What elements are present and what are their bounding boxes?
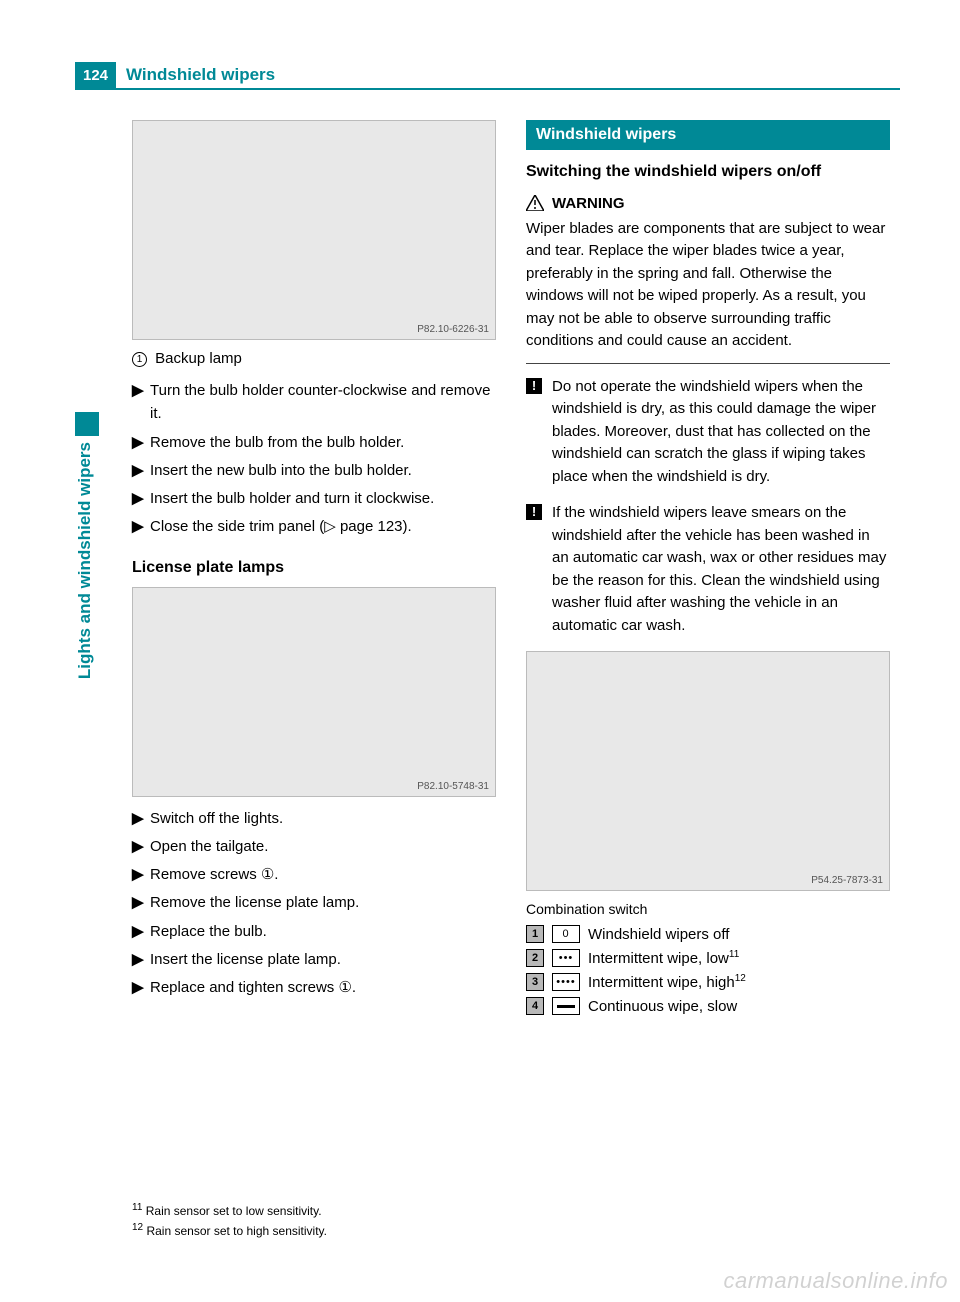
legend-position-box: 1 — [526, 925, 544, 943]
step-marker: ▶ — [132, 487, 150, 510]
warning-block: WARNING Wiper blades are components that… — [526, 195, 890, 364]
procedure-step: ▶Insert the license plate lamp. — [132, 948, 496, 971]
figure-code: P82.10-5748-31 — [417, 781, 489, 792]
step-marker: ▶ — [132, 920, 150, 943]
legend-row: 3 •••• Intermittent wipe, high12 — [526, 973, 890, 991]
procedure-step: ▶Remove the license plate lamp. — [132, 891, 496, 914]
footnotes: 11 Rain sensor set to low sensitivity.12… — [132, 1200, 327, 1240]
procedure-step: ▶Replace the bulb. — [132, 920, 496, 943]
step-text: Insert the new bulb into the bulb holder… — [150, 459, 496, 482]
legend-text: Intermittent wipe, low11 — [588, 949, 739, 967]
legend-symbol-box: ••• — [552, 949, 580, 967]
procedure-step: ▶Remove screws ①. — [132, 863, 496, 886]
procedure-step: ▶Insert the new bulb into the bulb holde… — [132, 459, 496, 482]
figure-combination-switch: P54.25-7873-31 — [526, 651, 890, 891]
caution-text: If the windshield wipers leave smears on… — [552, 502, 890, 637]
legend-symbol-box — [552, 997, 580, 1015]
procedure-step: ▶Turn the bulb holder counter-clockwise … — [132, 379, 496, 426]
caution-icon: ! — [526, 502, 544, 637]
warning-head: WARNING — [526, 195, 890, 212]
legend-position-box: 2 — [526, 949, 544, 967]
legend-row: 4 Continuous wipe, slow — [526, 997, 890, 1015]
step-marker: ▶ — [132, 948, 150, 971]
step-marker: ▶ — [132, 807, 150, 830]
step-text: Replace the bulb. — [150, 920, 496, 943]
legend-position-box: 3 — [526, 973, 544, 991]
figure-code: P54.25-7873-31 — [811, 875, 883, 886]
figure-backup-lamp: P82.10-6226-31 — [132, 120, 496, 340]
step-text: Insert the license plate lamp. — [150, 948, 496, 971]
step-marker: ▶ — [132, 431, 150, 454]
page-number: 124 — [75, 62, 116, 88]
step-text: Remove the bulb from the bulb holder. — [150, 431, 496, 454]
page-header: 124 Windshield wipers — [75, 62, 285, 88]
step-text: Remove screws ①. — [150, 863, 496, 886]
footnote: 12 Rain sensor set to high sensitivity. — [132, 1220, 327, 1240]
watermark: carmanualsonline.info — [723, 1268, 948, 1294]
procedure-step: ▶Replace and tighten screws ①. — [132, 976, 496, 999]
step-marker: ▶ — [132, 379, 150, 426]
step-marker: ▶ — [132, 459, 150, 482]
warning-label: WARNING — [552, 195, 625, 212]
callout-label: Backup lamp — [155, 350, 242, 367]
footnote: 11 Rain sensor set to low sensitivity. — [132, 1200, 327, 1220]
figure-caption: Combination switch — [526, 901, 890, 917]
legend-row: 10 Windshield wipers off — [526, 925, 890, 943]
step-marker: ▶ — [132, 891, 150, 914]
caution-text: Do not operate the windshield wipers whe… — [552, 376, 890, 489]
section-tab — [75, 412, 99, 436]
legend-text: Windshield wipers off — [588, 926, 729, 943]
figure-callout: 1 Backup lamp — [132, 350, 496, 367]
callout-number: 1 — [132, 352, 147, 367]
legend-text: Continuous wipe, slow — [588, 998, 737, 1015]
legend-position-box: 4 — [526, 997, 544, 1015]
step-text: Turn the bulb holder counter-clockwise a… — [150, 379, 496, 426]
procedure-step: ▶Switch off the lights. — [132, 807, 496, 830]
legend-symbol-box: 0 — [552, 925, 580, 943]
section-subheading: Switching the windshield wipers on/off — [526, 162, 890, 183]
step-marker: ▶ — [132, 515, 150, 538]
heading-license-plate: License plate lamps — [132, 559, 496, 577]
procedure-step: ▶Close the side trim panel (▷ page 123). — [132, 515, 496, 538]
step-text: Insert the bulb holder and turn it clock… — [150, 487, 496, 510]
section-heading-band: Windshield wipers — [526, 120, 890, 150]
caution-icon: ! — [526, 376, 544, 489]
header-rule — [75, 88, 900, 90]
step-text: Close the side trim panel (▷ page 123). — [150, 515, 496, 538]
procedure-step: ▶Open the tailgate. — [132, 835, 496, 858]
manual-page: 124 Windshield wipers Lights and windshi… — [0, 0, 960, 1302]
section-side-label: Lights and windshield wipers — [75, 442, 95, 679]
right-column: Windshield wipers Switching the windshie… — [526, 120, 890, 1021]
step-text: Remove the license plate lamp. — [150, 891, 496, 914]
warning-icon — [526, 195, 544, 211]
step-marker: ▶ — [132, 976, 150, 999]
content-columns: P82.10-6226-31 1 Backup lamp ▶Turn the b… — [132, 120, 890, 1021]
legend-text: Intermittent wipe, high12 — [588, 973, 746, 991]
step-text: Switch off the lights. — [150, 807, 496, 830]
step-marker: ▶ — [132, 863, 150, 886]
warning-text: Wiper blades are components that are sub… — [526, 218, 890, 353]
left-column: P82.10-6226-31 1 Backup lamp ▶Turn the b… — [132, 120, 496, 1021]
caution-note: ! Do not operate the windshield wipers w… — [526, 376, 890, 489]
figure-code: P82.10-6226-31 — [417, 324, 489, 335]
legend-row: 2 ••• Intermittent wipe, low11 — [526, 949, 890, 967]
step-text: Replace and tighten screws ①. — [150, 976, 496, 999]
step-marker: ▶ — [132, 835, 150, 858]
legend-symbol-box: •••• — [552, 973, 580, 991]
page-title: Windshield wipers — [116, 62, 285, 88]
caution-note: ! If the windshield wipers leave smears … — [526, 502, 890, 637]
procedure-step: ▶Remove the bulb from the bulb holder. — [132, 431, 496, 454]
figure-license-plate: P82.10-5748-31 — [132, 587, 496, 797]
step-text: Open the tailgate. — [150, 835, 496, 858]
procedure-step: ▶Insert the bulb holder and turn it cloc… — [132, 487, 496, 510]
